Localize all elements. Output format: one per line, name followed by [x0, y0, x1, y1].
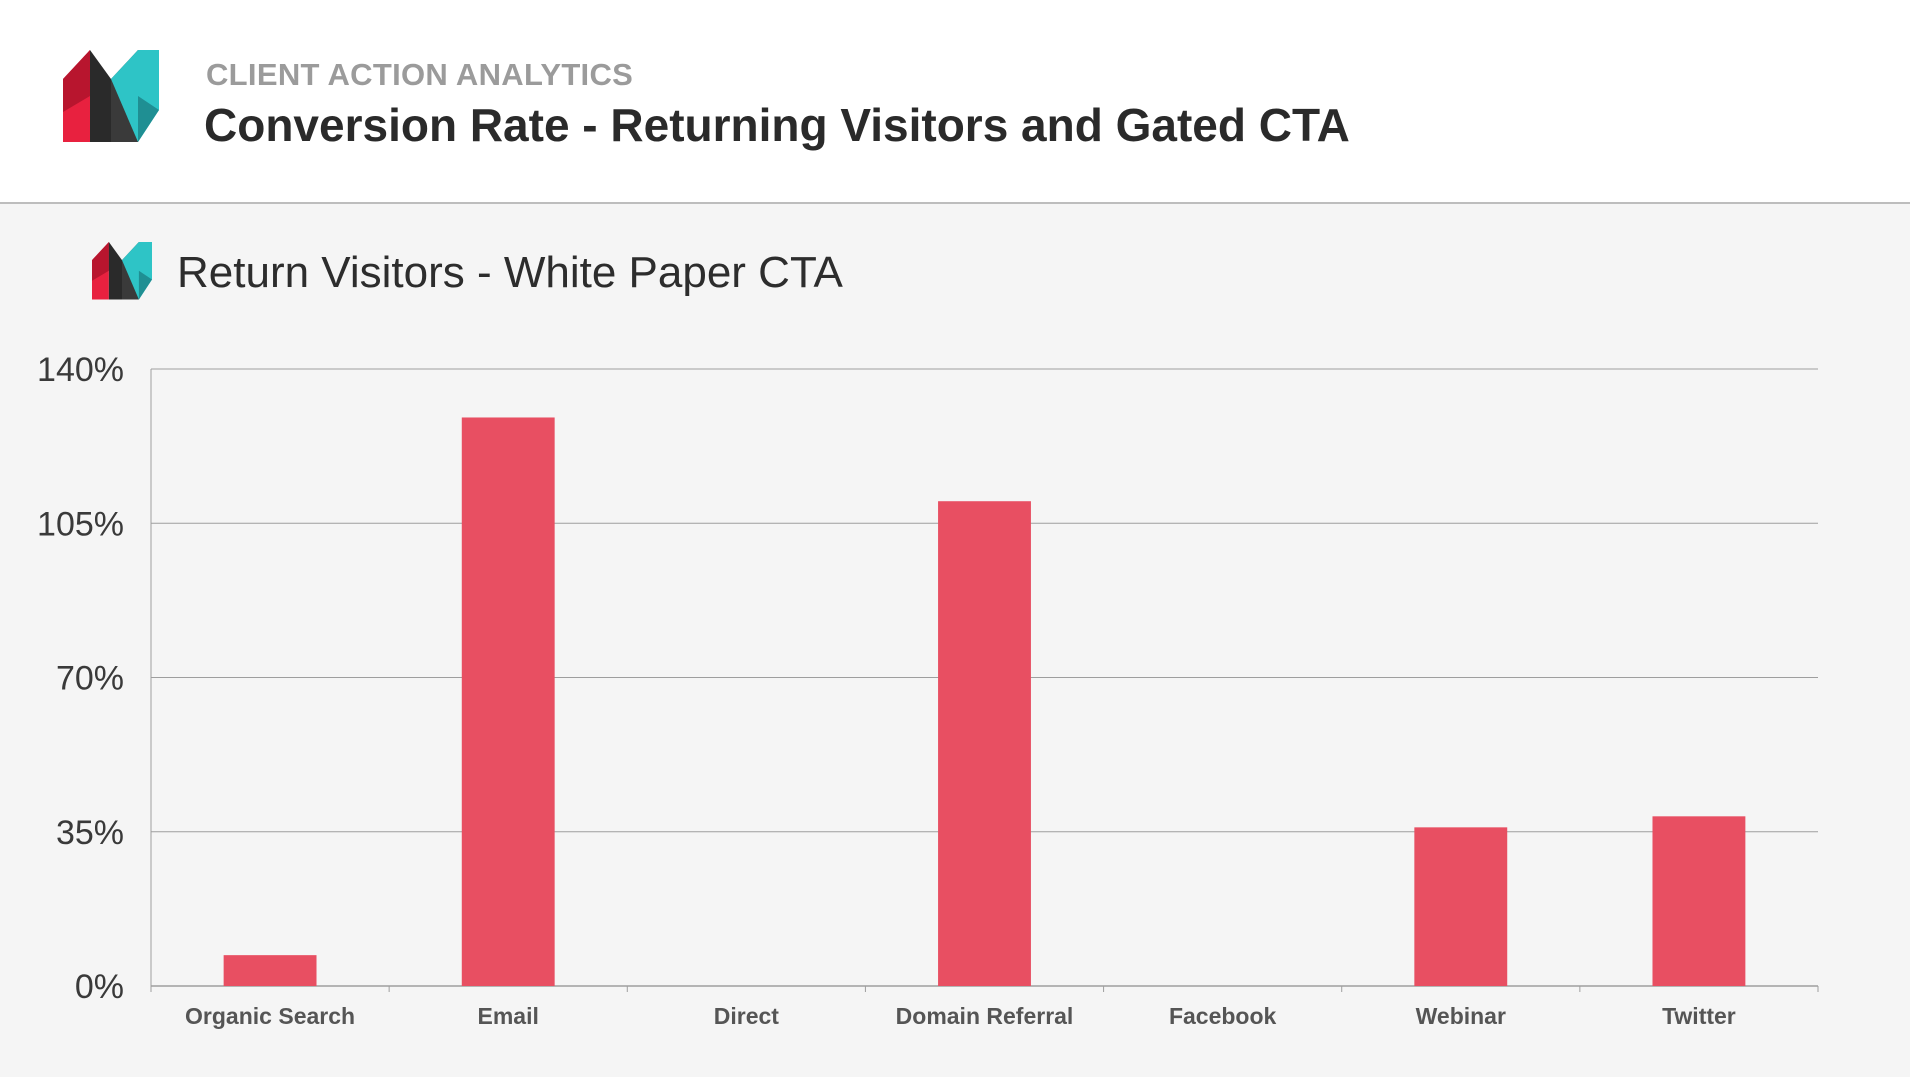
bar-webinar: [1414, 827, 1508, 986]
y-tick-label: 105%: [37, 505, 124, 543]
y-tick-label: 0%: [75, 968, 124, 1006]
x-category-label: Organic Search: [185, 1003, 355, 1029]
x-category-label: Webinar: [1416, 1003, 1506, 1029]
bar-email: [461, 417, 555, 986]
chart-logo-icon: [92, 242, 152, 300]
header-kicker: CLIENT ACTION ANALYTICS: [206, 57, 634, 92]
x-category-label: Email: [478, 1003, 539, 1029]
bar-domain-referral: [938, 501, 1031, 986]
bar-twitter: [1652, 816, 1746, 986]
chart-title: Return Visitors - White Paper CTA: [177, 248, 843, 297]
brand-logo-icon: [63, 50, 159, 142]
y-tick-label: 140%: [37, 351, 124, 389]
y-tick-label: 35%: [56, 814, 124, 852]
bar-organic-search: [223, 955, 317, 986]
x-category-label: Direct: [714, 1003, 780, 1029]
x-category-label: Twitter: [1662, 1003, 1736, 1029]
page-title: Conversion Rate - Returning Visitors and…: [204, 99, 1350, 151]
x-category-label: Domain Referral: [896, 1003, 1074, 1029]
page-header: CLIENT ACTION ANALYTICS Conversion Rate …: [0, 0, 1910, 204]
x-category-label: Facebook: [1169, 1003, 1277, 1029]
y-tick-label: 70%: [56, 660, 124, 698]
